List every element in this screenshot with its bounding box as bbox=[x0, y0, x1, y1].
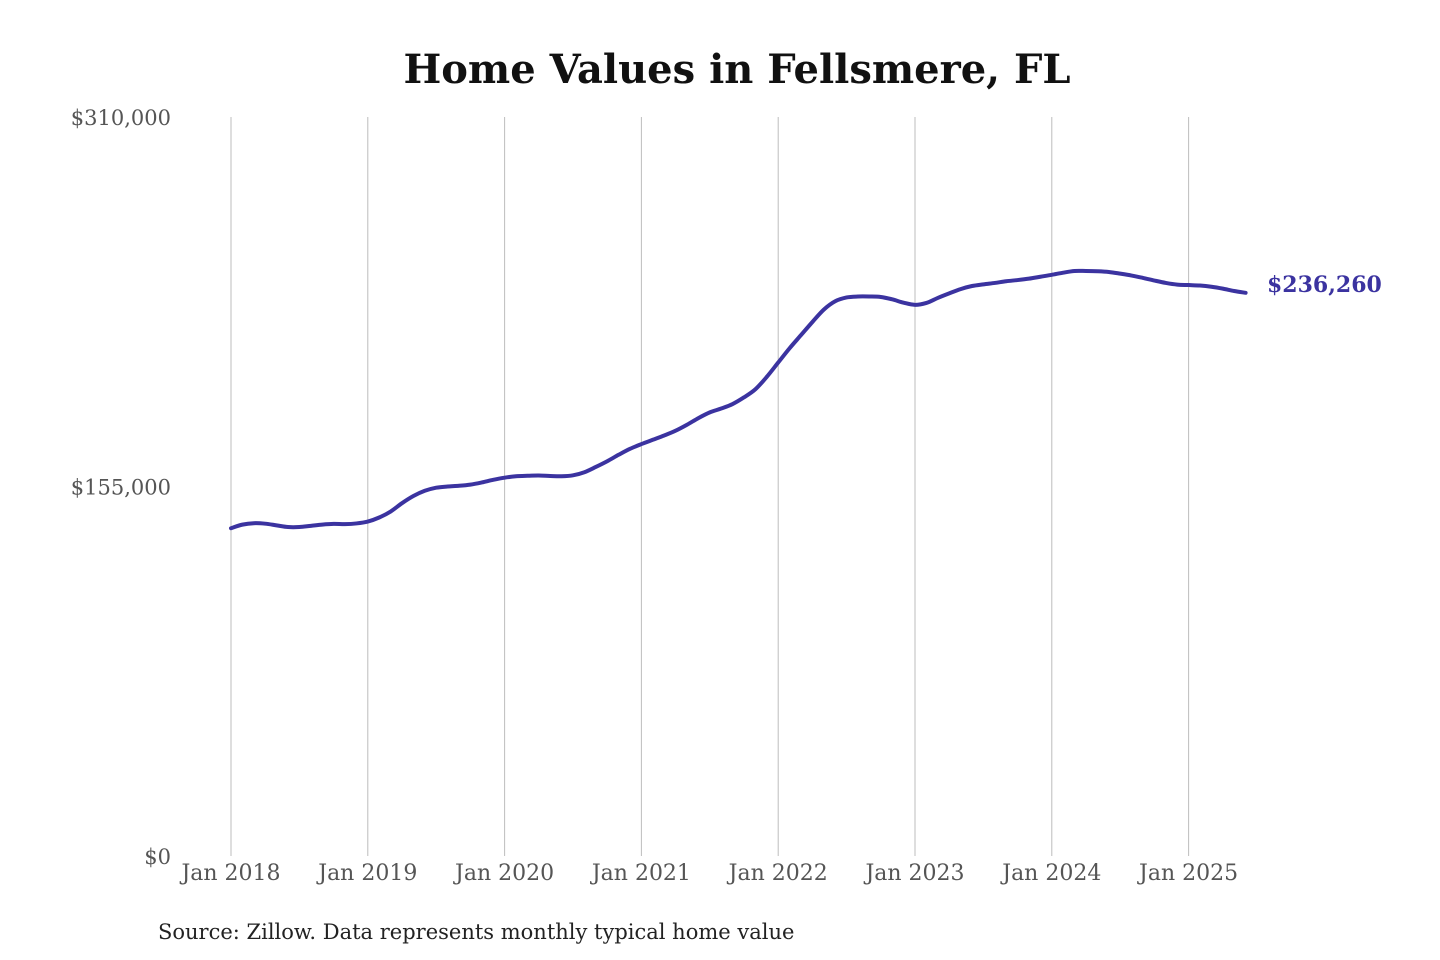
chart-title: Home Values in Fellsmere, FL bbox=[403, 46, 1070, 93]
x-tick-label-jan-2025: Jan 2025 bbox=[1137, 861, 1238, 886]
y-tick-label-155-000: $155,000 bbox=[71, 476, 171, 500]
x-tick-label-jan-2021: Jan 2021 bbox=[590, 861, 691, 886]
end-value-label: $236,260 bbox=[1267, 272, 1382, 298]
x-tick-label-jan-2019: Jan 2019 bbox=[316, 861, 417, 886]
x-axis-tick-labels: Jan 2018 Jan 2019 Jan 2020 Jan 2021 Jan 2022… bbox=[179, 861, 1238, 886]
y-tick-label-310-000: $310,000 bbox=[71, 106, 171, 130]
x-tick-label-jan-2022: Jan 2022 bbox=[727, 861, 828, 886]
series-line-home-value bbox=[229, 268, 1248, 531]
x-tick-label-jan-2024: Jan 2024 bbox=[1000, 861, 1101, 886]
y-axis-tick-labels: $0 $155,000 $310,000 bbox=[71, 106, 171, 869]
x-tick-label-jan-2018: Jan 2018 bbox=[179, 861, 280, 886]
vertical-grid-lines bbox=[230, 117, 1190, 856]
y-tick-label-0: $0 bbox=[144, 845, 171, 869]
x-tick-label-jan-2020: Jan 2020 bbox=[453, 861, 554, 886]
source-note: Source: Zillow. Data represents monthly … bbox=[158, 920, 794, 944]
x-tick-label-jan-2023: Jan 2023 bbox=[863, 861, 964, 886]
